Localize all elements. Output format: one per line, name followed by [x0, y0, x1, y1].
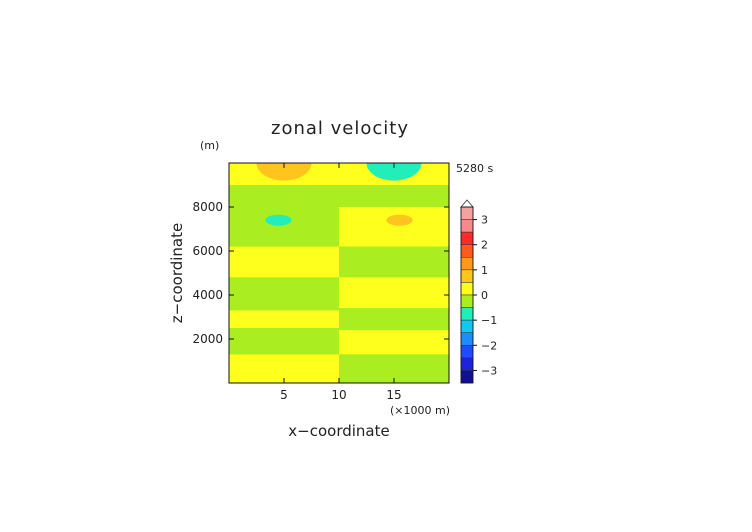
band-left-4: [229, 310, 339, 328]
colorbar-level-9: [460, 319, 474, 333]
y-axis-ticks: 2000 4000 6000 8000: [192, 200, 449, 346]
band-right-3: [339, 277, 449, 309]
band-right-5: [339, 330, 449, 355]
colorbar-level-11: [460, 345, 474, 359]
colorbar-extend-arrow: [460, 199, 474, 208]
band-left-2: [229, 246, 339, 278]
y-tick-label: 4000: [192, 288, 223, 302]
y-tick-label: 2000: [192, 332, 223, 346]
colorbar-tick-label: 0: [481, 289, 488, 302]
y-tick-label: 6000: [192, 244, 223, 258]
colorbar-level-4: [460, 257, 474, 271]
x-tick-label: 15: [386, 388, 401, 402]
velocity-field: [229, 163, 449, 383]
y-tick-label: 8000: [192, 200, 223, 214]
band-left-5: [229, 328, 339, 355]
colorbar-tick-label: −1: [481, 314, 497, 327]
x-axis-label: x−coordinate: [288, 422, 389, 440]
y-unit-label: (m): [200, 139, 219, 152]
colorbar-tick-label: −3: [481, 364, 497, 377]
velocity-cell-3: [386, 214, 413, 226]
colorbar-tick-label: −2: [481, 339, 497, 352]
velocity-cell-0: [256, 163, 312, 181]
band-right-2: [339, 246, 449, 278]
colorbar-level-2: [460, 231, 474, 245]
colorbar-level-12: [460, 357, 474, 371]
colorbar-level-7: [460, 294, 474, 308]
colorbar-level-1: [460, 219, 474, 233]
colorbar-level-6: [460, 282, 474, 296]
x-unit-label: (×1000 m): [390, 404, 450, 417]
band-left-3: [229, 277, 339, 311]
colorbar-level-0: [460, 206, 474, 220]
y-axis-label: z−coordinate: [168, 223, 186, 323]
x-tick-label: 5: [280, 388, 288, 402]
band-right-4: [339, 308, 449, 331]
plot-area: 5 10 15 2000 4000 6000 8000: [192, 162, 450, 402]
colorbar-level-13: [460, 370, 474, 384]
velocity-cell-1: [366, 163, 422, 181]
colorbar-tick-label: 2: [481, 239, 488, 252]
velocity-cells: [256, 163, 422, 226]
colorbar-level-10: [460, 332, 474, 346]
colorbar-level-5: [460, 269, 474, 283]
band-right-1: [339, 207, 449, 247]
colorbar-tick-label: 3: [481, 214, 488, 227]
chart-title: zonal velocity: [271, 118, 409, 139]
x-axis-ticks: 5 10 15: [280, 163, 402, 402]
time-label: 5280 s: [456, 162, 493, 175]
colorbar-level-3: [460, 244, 474, 258]
colorbar-level-8: [460, 307, 474, 321]
colorbar: 3 2 1 0 −1 −2 −3: [460, 199, 497, 384]
colorbar-tick-label: 1: [481, 264, 488, 277]
velocity-cell-2: [265, 214, 292, 226]
x-tick-label: 10: [331, 388, 346, 402]
